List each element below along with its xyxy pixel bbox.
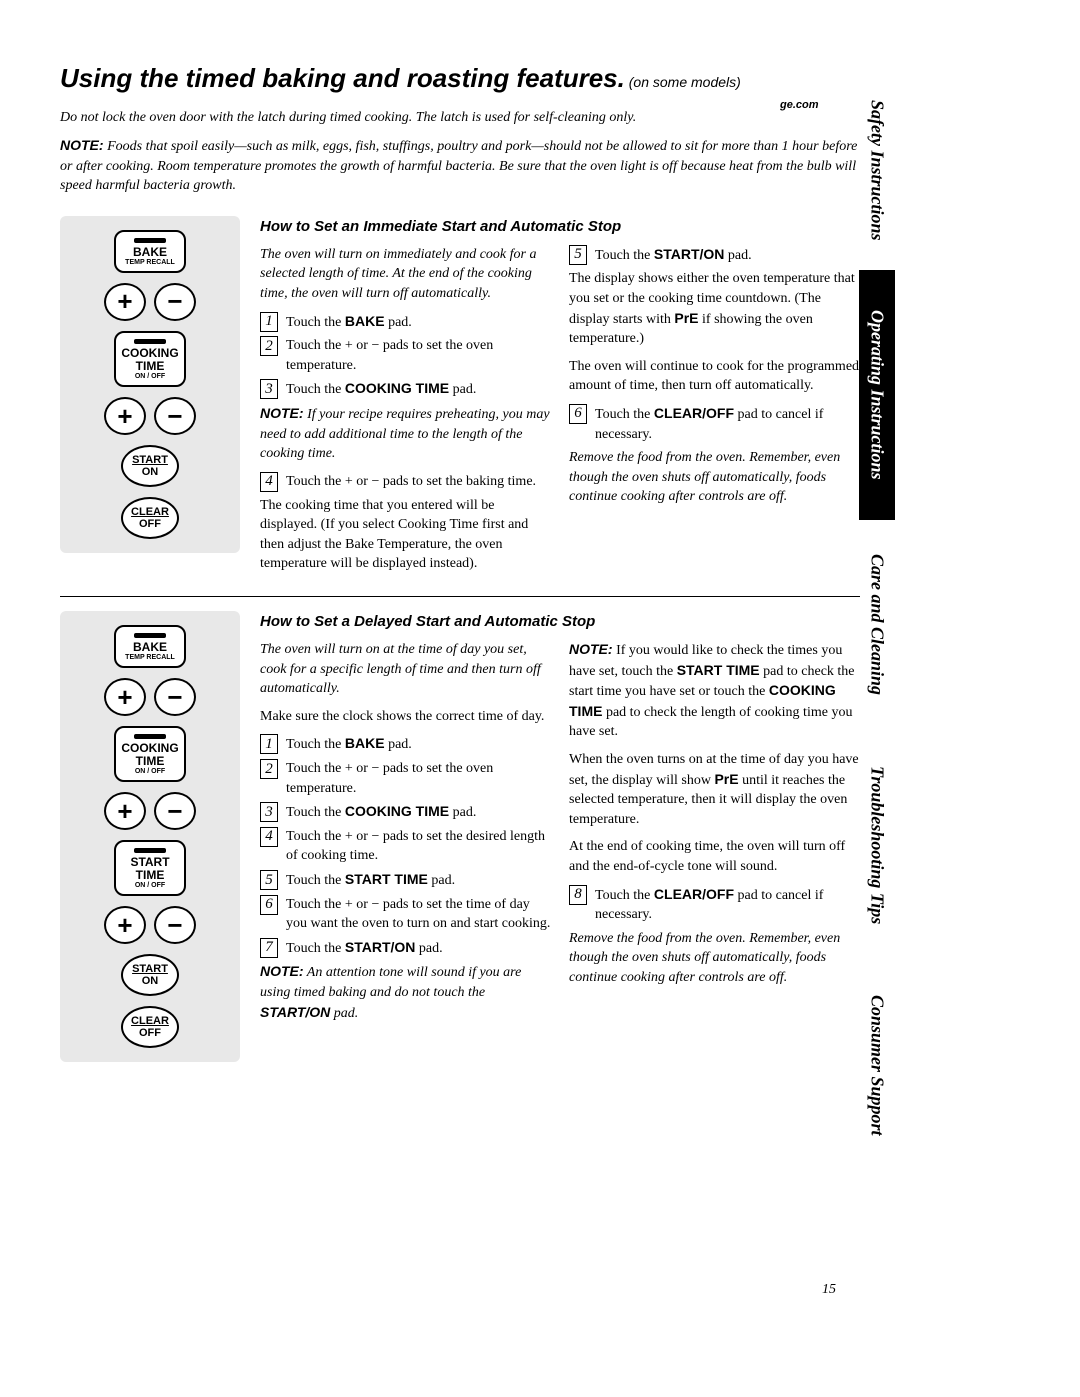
intro-note: NOTE: Foods that spoil easily—such as mi… bbox=[60, 136, 860, 196]
tab-troubleshooting: Troubleshooting Tips bbox=[859, 730, 895, 960]
step: 6Touch the + or − pads to set the time o… bbox=[260, 895, 551, 934]
cooking-time-pad: COOKING TIME ON / OFF bbox=[114, 331, 186, 387]
body-text: At the end of cooking time, the oven wil… bbox=[569, 837, 860, 876]
step: 4Touch the + or − pads to set the baking… bbox=[260, 472, 551, 492]
step: 8Touch the CLEAR/OFF pad to cancel if ne… bbox=[569, 885, 860, 925]
step: 3Touch the COOKING TIME pad. bbox=[260, 802, 551, 823]
plus-button: + bbox=[104, 906, 146, 944]
tab-care: Care and Cleaning bbox=[859, 520, 895, 730]
plus-button: + bbox=[104, 283, 146, 321]
tab-consumer: Consumer Support bbox=[859, 960, 895, 1170]
plus-button: + bbox=[104, 678, 146, 716]
clear-off-pad: CLEAR OFF bbox=[121, 497, 179, 539]
step: 3Touch the COOKING TIME pad. bbox=[260, 379, 551, 400]
title-sub: (on some models) bbox=[625, 74, 741, 90]
minus-button: − bbox=[154, 283, 196, 321]
remove-note: Remove the food from the oven. Remember,… bbox=[569, 929, 860, 988]
step: 5Touch the START TIME pad. bbox=[260, 870, 551, 891]
start-on-pad: START ON bbox=[121, 954, 179, 996]
minus-button: − bbox=[154, 792, 196, 830]
start-on-pad: START ON bbox=[121, 445, 179, 487]
section-immediate: BAKE TEMP RECALL + − COOKING TIME ON / O… bbox=[60, 216, 860, 582]
plus-button: + bbox=[104, 397, 146, 435]
step: 4Touch the + or − pads to set the desire… bbox=[260, 827, 551, 866]
body-text: Make sure the clock shows the correct ti… bbox=[260, 707, 551, 727]
section-delayed: BAKE TEMP RECALL + − COOKING TIME ON / O… bbox=[60, 596, 860, 1062]
step: 6Touch the CLEAR/OFF pad to cancel if ne… bbox=[569, 404, 860, 444]
start-time-pad: START TIME ON / OFF bbox=[114, 840, 186, 896]
ge-link: ge.com bbox=[780, 98, 819, 113]
step: 2Touch the + or − pads to set the oven t… bbox=[260, 336, 551, 375]
intro-warning: Do not lock the oven door with the latch… bbox=[60, 108, 860, 128]
minus-button: − bbox=[154, 906, 196, 944]
step: 5Touch the START/ON pad. bbox=[569, 245, 860, 266]
section-intro: The oven will turn on immediately and co… bbox=[260, 245, 551, 304]
minus-button: − bbox=[154, 678, 196, 716]
section-heading: How to Set a Delayed Start and Automatic… bbox=[260, 611, 860, 632]
cooking-time-pad: COOKING TIME ON / OFF bbox=[114, 726, 186, 782]
tab-safety: Safety Instructions bbox=[859, 70, 895, 270]
section-heading: How to Set an Immediate Start and Automa… bbox=[260, 216, 860, 237]
body-text: The display shows either the oven temper… bbox=[569, 269, 860, 348]
step: 2Touch the + or − pads to set the oven t… bbox=[260, 759, 551, 798]
page-number: 15 bbox=[822, 1280, 836, 1300]
page-title: Using the timed baking and roasting feat… bbox=[60, 60, 860, 96]
remove-note: Remove the food from the oven. Remember,… bbox=[569, 448, 860, 507]
control-panel-1: BAKE TEMP RECALL + − COOKING TIME ON / O… bbox=[60, 216, 240, 553]
body-text: The cooking time that you entered will b… bbox=[260, 496, 551, 574]
bake-pad: BAKE TEMP RECALL bbox=[114, 625, 186, 668]
side-tabs: Safety Instructions Operating Instructio… bbox=[859, 70, 895, 1270]
section-intro: The oven will turn on at the time of day… bbox=[260, 640, 551, 699]
note: NOTE: If your recipe requires preheating… bbox=[260, 404, 551, 464]
bake-pad: BAKE TEMP RECALL bbox=[114, 230, 186, 273]
clear-off-pad: CLEAR OFF bbox=[121, 1006, 179, 1048]
step: 7Touch the START/ON pad. bbox=[260, 938, 551, 959]
step: 1Touch the BAKE pad. bbox=[260, 312, 551, 333]
minus-button: − bbox=[154, 397, 196, 435]
plus-button: + bbox=[104, 792, 146, 830]
note: NOTE: An attention tone will sound if yo… bbox=[260, 962, 551, 1023]
control-panel-2: BAKE TEMP RECALL + − COOKING TIME ON / O… bbox=[60, 611, 240, 1062]
body-text: The oven will continue to cook for the p… bbox=[569, 357, 860, 396]
title-main: Using the timed baking and roasting feat… bbox=[60, 63, 625, 93]
body-text: NOTE: If you would like to check the tim… bbox=[569, 640, 860, 742]
tab-operating: Operating Instructions bbox=[859, 270, 895, 520]
body-text: When the oven turns on at the time of da… bbox=[569, 750, 860, 829]
step: 1Touch the BAKE pad. bbox=[260, 734, 551, 755]
